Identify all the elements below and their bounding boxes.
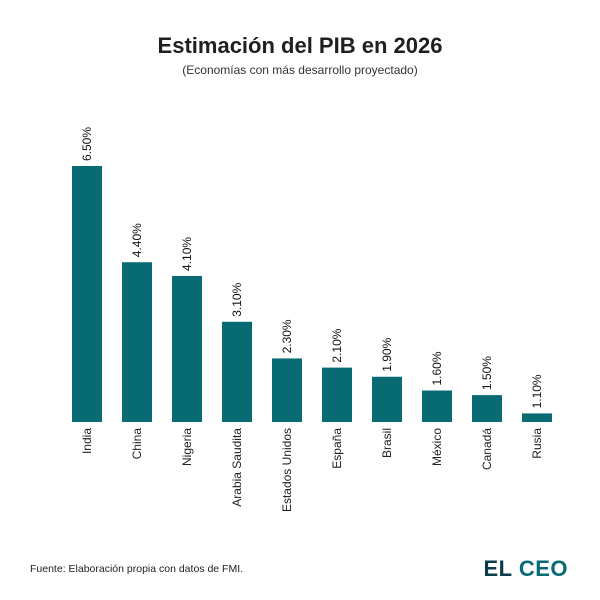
bar-china [122, 262, 152, 422]
category-label-canada: Canadá [480, 428, 494, 470]
bar-espana [322, 367, 352, 422]
category-label-arabia-saudita: Arabia Saudita [230, 428, 244, 507]
category-label-brasil: Brasil [380, 428, 394, 458]
category-label-nigeria: Nigeria [180, 428, 194, 466]
category-label-rusia: Rusia [530, 428, 544, 459]
value-label-brasil: 1.90% [380, 337, 394, 371]
bar-arabia-saudita [222, 321, 252, 422]
bar-mexico [422, 390, 452, 422]
value-label-rusia: 1.10% [530, 374, 544, 408]
category-label-india: India [80, 428, 94, 454]
bar-brasil [372, 376, 402, 422]
category-label-espana: España [330, 428, 344, 469]
chart-subtitle: (Economías con más desarrollo proyectado… [182, 63, 418, 77]
bar-india [72, 166, 102, 422]
category-label-china: China [130, 428, 144, 460]
category-label-estados-unidos: Estados Unidos [280, 428, 294, 512]
value-label-mexico: 1.60% [430, 351, 444, 385]
chart-title: Estimación del PIB en 2026 [157, 33, 443, 58]
source-note: Fuente: Elaboración propia con datos de … [30, 563, 244, 575]
value-label-arabia-saudita: 3.10% [230, 282, 244, 316]
value-label-canada: 1.50% [480, 356, 494, 390]
logo-text-el: EL [483, 556, 513, 581]
value-label-espana: 2.10% [330, 328, 344, 362]
bar-rusia [522, 413, 552, 422]
value-label-nigeria: 4.10% [180, 237, 194, 271]
category-label-mexico: México [430, 428, 444, 466]
bar-estados-unidos [272, 358, 302, 422]
bar-nigeria [172, 275, 202, 422]
value-label-india: 6.50% [80, 127, 94, 161]
value-label-china: 4.40% [130, 223, 144, 257]
bar-canada [472, 395, 502, 422]
el-ceo-logo: EL CEO [483, 556, 568, 582]
value-label-estados-unidos: 2.30% [280, 319, 294, 353]
logo-text-ceo: CEO [518, 556, 568, 581]
